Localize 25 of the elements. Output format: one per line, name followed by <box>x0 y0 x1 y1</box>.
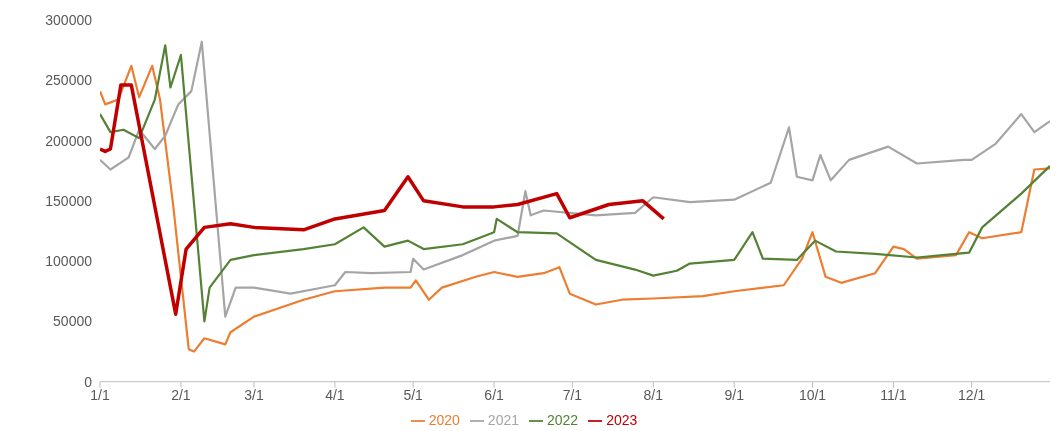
y-tick-label: 150000 <box>45 192 93 209</box>
legend-label: 2023 <box>606 411 638 428</box>
x-tick-label: 12/1 <box>958 386 986 403</box>
line-series <box>100 83 666 316</box>
x-tick-label: 6/1 <box>484 386 505 403</box>
x-tick-label: 3/1 <box>244 386 264 403</box>
x-tick-label: 2/1 <box>171 386 191 403</box>
y-tick-label: 200000 <box>45 132 93 149</box>
x-tick-label: 7/1 <box>562 386 583 403</box>
x-tick-label: 11/1 <box>880 386 907 403</box>
legend-label: 2022 <box>547 411 579 428</box>
x-tick-label: 10/1 <box>798 386 827 403</box>
x-tick-label: 1/1 <box>90 386 110 403</box>
x-tick-label: 5/1 <box>403 386 424 403</box>
y-tick-label: 100000 <box>45 253 93 270</box>
line-series <box>100 64 1050 353</box>
y-tick-label: 0 <box>84 373 93 390</box>
y-tick-label: 250000 <box>45 72 93 89</box>
y-tick-label: 50000 <box>53 313 93 330</box>
legend-label: 2020 <box>428 411 460 428</box>
x-tick-label: 8/1 <box>643 386 664 403</box>
x-tick-label: 4/1 <box>325 386 345 403</box>
y-tick-label: 300000 <box>45 11 93 28</box>
x-tick-label: 9/1 <box>724 386 745 403</box>
legend-label: 2021 <box>487 411 519 428</box>
